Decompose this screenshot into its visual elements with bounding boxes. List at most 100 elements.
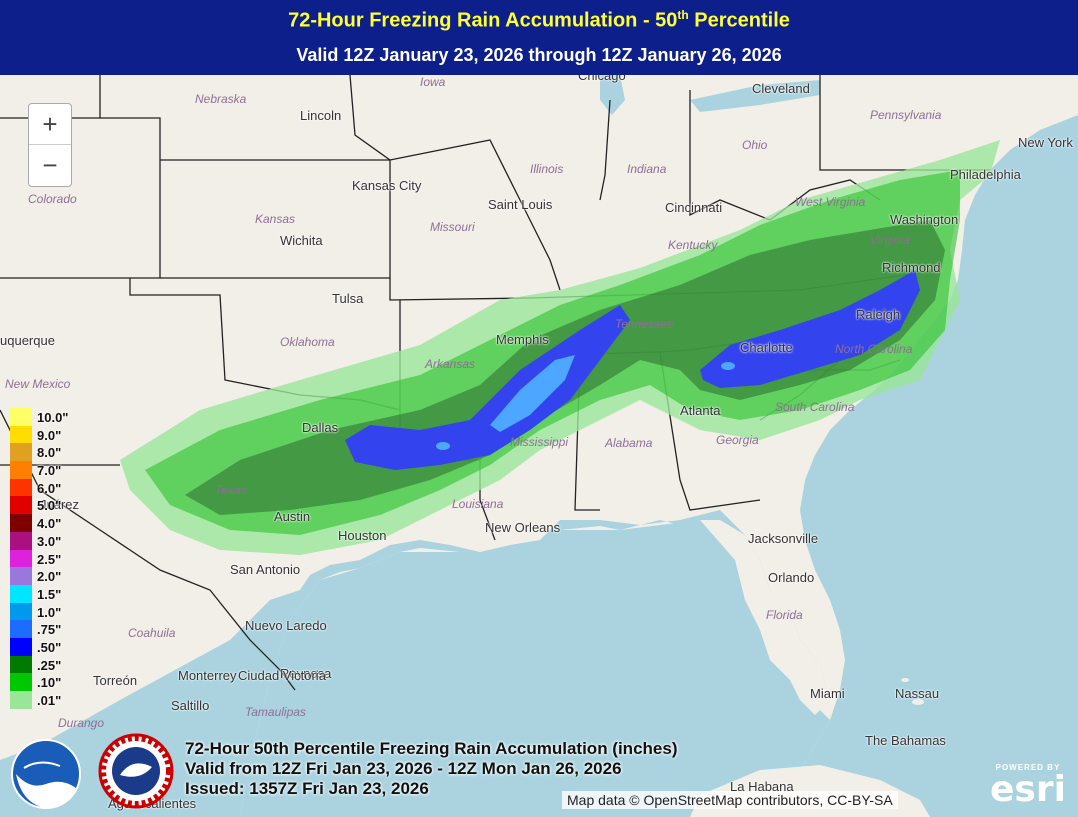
legend-label: .10" — [37, 675, 62, 691]
frz-contour-1.00 — [436, 442, 450, 450]
state-label: Georgia — [716, 433, 759, 447]
legend-swatch — [10, 567, 32, 585]
gulf-of-mexico — [0, 510, 830, 817]
state-label: Durango — [58, 716, 105, 730]
zoom-control: + − — [28, 103, 72, 187]
legend-label: 3.0" — [37, 533, 62, 549]
attribution[interactable]: Map data © OpenStreetMap contributors, C… — [562, 791, 898, 809]
caption-line-1: 72-Hour 50th Percentile Freezing Rain Ac… — [185, 739, 678, 758]
state-label: Missouri — [430, 220, 475, 234]
legend-label: 5.0" — [37, 498, 62, 514]
state-label: Oklahoma — [280, 335, 335, 349]
city-label: Cleveland — [752, 81, 810, 96]
state-label: Coahuila — [128, 626, 176, 640]
bahamas-island — [901, 678, 909, 682]
zoom-out-button[interactable]: − — [29, 144, 71, 185]
map-title: 72-Hour Freezing Rain Accumulation - 50t… — [288, 8, 790, 32]
legend-swatch — [10, 584, 32, 603]
state-label: Tennessee — [615, 317, 674, 331]
caption-line-3: Issued: 1357Z Fri Jan 23, 2026 — [185, 779, 429, 798]
city-label: uquerque — [0, 333, 55, 348]
legend-swatch — [10, 620, 32, 638]
state-label: New Mexico — [5, 377, 71, 391]
frz-contour-0.50 — [700, 270, 920, 388]
atlantic-ocean — [760, 115, 1078, 817]
map-svg — [0, 75, 1078, 817]
legend-swatch — [10, 549, 32, 568]
map-canvas[interactable]: Nebraska Iowa Colorado Kansas Missouri Illino… — [0, 75, 1078, 817]
city-label: Saint Louis — [488, 197, 553, 212]
state-label: Kansas — [255, 212, 296, 226]
state-label: North Carolina — [835, 342, 913, 356]
city-label: Memphis — [496, 332, 549, 347]
lake-erie — [690, 80, 820, 112]
city-label: Ciudad Victoria — [238, 668, 326, 683]
city-label: Jacksonville — [748, 531, 819, 546]
legend-swatch — [10, 531, 32, 550]
state-label: Mississippi — [510, 435, 569, 449]
state-label: Alabama — [605, 436, 653, 450]
city-label: Philadelphia — [950, 167, 1021, 182]
legend-label: 1.5" — [37, 586, 62, 602]
city-label: Reynosa — [280, 666, 332, 681]
legend-label: 6.0" — [37, 480, 62, 496]
legend-label: .01" — [37, 693, 62, 708]
legend-swatch — [10, 691, 32, 709]
legend-swatch — [10, 425, 32, 444]
legend-label: .75" — [37, 622, 62, 638]
city-label: Lincoln — [300, 108, 342, 123]
legend-swatch — [10, 637, 32, 656]
legend-swatch — [10, 673, 32, 691]
city-label: Wichita — [280, 233, 323, 248]
state-label: West Virginia — [795, 195, 866, 209]
bahamas-island — [912, 699, 924, 705]
zoom-in-button[interactable]: + — [42, 109, 58, 139]
florida-land — [720, 520, 830, 715]
caption-line-2: Valid from 12Z Fri Jan 23, 2026 - 12Z Mo… — [185, 759, 622, 778]
state-label: Texas — [215, 483, 247, 497]
city-label: New York — [1018, 135, 1073, 150]
city-label: Atlanta — [680, 403, 721, 418]
map-subtitle: Valid 12Z January 23, 2026 through 12Z J… — [296, 45, 782, 65]
state-label: Louisiana — [452, 497, 504, 511]
city-label: Monterrey — [178, 668, 237, 683]
frz-contour-1.00 — [721, 362, 735, 370]
city-label: Torreón — [93, 673, 138, 688]
legend-label: 1.0" — [37, 604, 62, 620]
city-label: Chicago — [578, 75, 626, 83]
city-label: Orlando — [768, 570, 815, 585]
city-label: San Antonio — [230, 562, 301, 577]
legend-label: 10.0" — [37, 410, 69, 425]
lake-michigan — [600, 75, 625, 115]
city-label: Raleigh — [856, 307, 901, 322]
city-label: Miami — [810, 686, 845, 701]
state-label: South Carolina — [775, 400, 855, 414]
city-label: Nassau — [895, 686, 940, 701]
esri-logo: POWERED BY esri — [990, 763, 1066, 808]
state-label: Virginia — [870, 233, 910, 247]
legend-label: .50" — [37, 639, 62, 655]
city-label: Cincinnati — [665, 200, 723, 215]
city-label: La Habana — [730, 779, 794, 794]
map-header: 72-Hour Freezing Rain Accumulation - 50t… — [0, 0, 1078, 75]
legend-label: 2.0" — [37, 569, 62, 585]
state-label: Kentucky — [668, 238, 718, 252]
city-label: Nuevo Laredo — [245, 618, 327, 633]
city-label: Juárez — [40, 497, 80, 512]
state-label: Iowa — [420, 75, 446, 89]
map-caption: 72-Hour 50th Percentile Freezing Rain Ac… — [185, 739, 677, 799]
city-label: The Bahamas — [865, 733, 946, 748]
gulf-interior — [240, 520, 830, 817]
state-label: Ohio — [742, 138, 768, 152]
legend-swatch — [10, 496, 32, 515]
state-label: Arkansas — [425, 357, 476, 371]
city-label: Kansas City — [352, 178, 422, 193]
legend-label: 8.0" — [37, 445, 62, 461]
legend-label: 2.5" — [37, 551, 62, 567]
state-label: Florida — [766, 608, 803, 622]
state-label: Illinois — [530, 162, 564, 176]
city-label: Houston — [338, 528, 387, 543]
state-label: Nebraska — [195, 92, 247, 106]
frz-contour-1.00 — [490, 355, 575, 432]
legend-swatch — [10, 443, 32, 462]
